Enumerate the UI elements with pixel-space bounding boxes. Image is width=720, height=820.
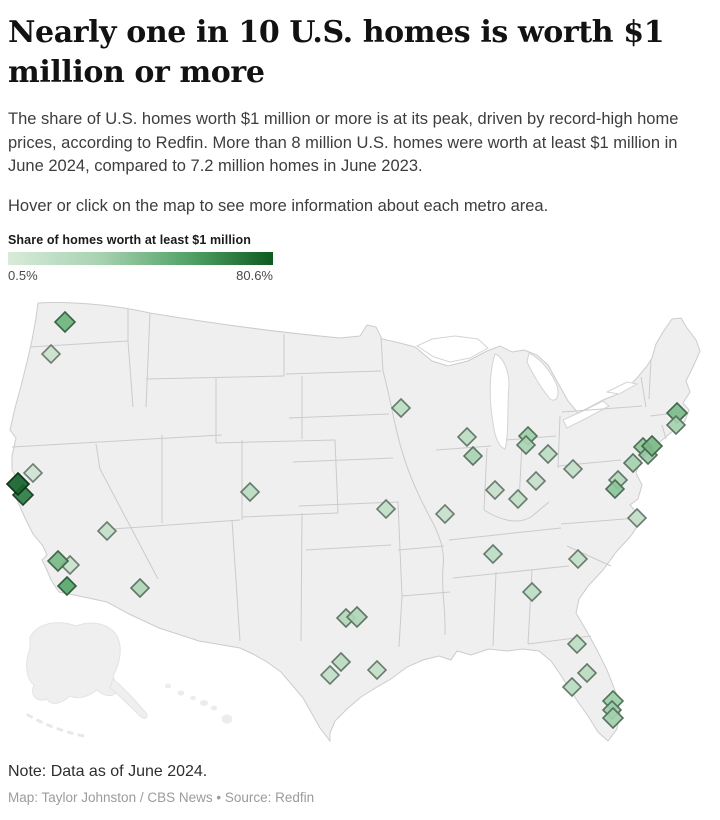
great-lakes [415,335,639,451]
metro-marker[interactable] [525,471,547,492]
us-metro-map[interactable] [0,289,720,761]
metro-marker[interactable] [561,677,583,698]
metro-marker[interactable] [239,482,261,503]
metro-marker[interactable] [345,606,369,629]
metro-marker[interactable] [484,480,506,501]
metro-marker[interactable] [319,665,341,686]
legend-labels: 0.5% 80.6% [8,268,273,283]
us-landmass [9,302,701,743]
metro-marker[interactable] [22,463,44,484]
data-note: Note: Data as of June 2024. [8,763,208,781]
legend-min-label: 0.5% [8,268,38,284]
metro-marker[interactable] [626,508,648,529]
metro-marker[interactable] [462,446,484,467]
legend-title: Share of homes worth at least $1 million [8,233,251,248]
metro-marker[interactable] [537,444,559,465]
metro-marker[interactable] [576,663,598,684]
metro-marker[interactable] [390,398,412,419]
metro-marker[interactable] [366,660,388,681]
metro-marker[interactable] [482,544,504,565]
metro-marker[interactable] [40,344,62,365]
metro-marker[interactable] [375,499,397,520]
metro-marker[interactable] [46,550,70,573]
metro-marker[interactable] [665,415,687,436]
metro-marker[interactable] [5,472,31,497]
metro-marker[interactable] [566,634,588,655]
metro-marker[interactable] [96,521,118,542]
legend-max-label: 80.6% [236,268,273,284]
metro-markers [5,311,689,730]
map-legend: Share of homes worth at least $1 million… [8,233,273,283]
page-title: Nearly one in 10 U.S. homes is worth $1 … [8,15,665,90]
metro-marker[interactable] [129,578,151,599]
metro-marker[interactable] [56,576,78,597]
metro-marker[interactable] [567,549,589,570]
state-borders [11,309,685,648]
metro-marker[interactable] [640,435,664,458]
metro-marker[interactable] [622,453,644,474]
metro-marker[interactable] [330,652,352,673]
metro-marker[interactable] [515,435,537,456]
choropleth-map-container [0,289,720,761]
metro-marker[interactable] [456,427,478,448]
source-credit: Map: Taylor Johnston / CBS News • Source… [8,790,315,806]
map-instruction: Hover or click on the map to see more in… [8,197,549,216]
metro-marker[interactable] [562,459,584,480]
metro-marker[interactable] [601,707,625,730]
metro-marker[interactable] [434,504,456,525]
hawaii-islands [165,684,233,725]
metro-marker[interactable] [507,489,529,510]
metro-marker[interactable] [53,311,77,334]
metro-marker[interactable] [604,479,626,500]
article-description: The share of U.S. homes worth $1 million… [8,110,679,176]
legend-gradient-bar [8,252,273,266]
metro-marker[interactable] [521,582,543,603]
